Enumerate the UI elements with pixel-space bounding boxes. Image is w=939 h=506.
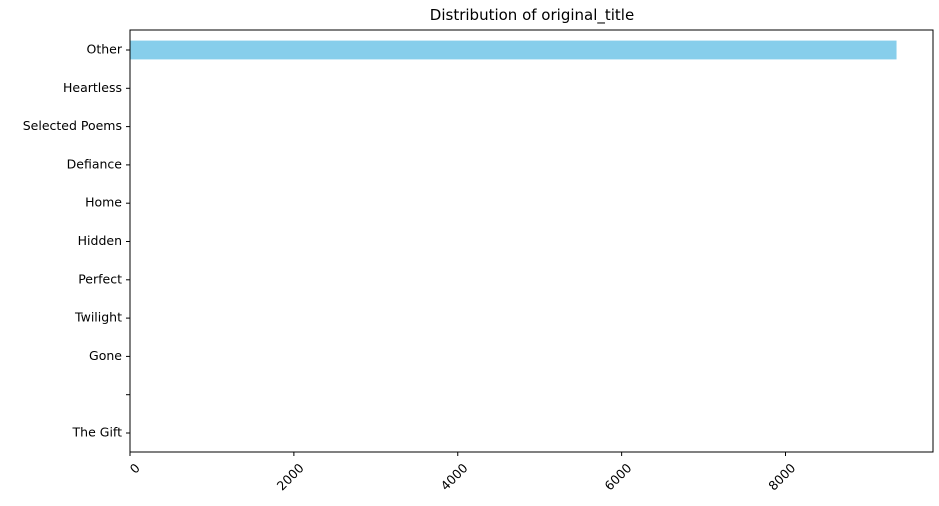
y-tick-label: Twilight	[74, 310, 122, 325]
x-axis-ticks: 0 2000 4000 6000 8000	[127, 452, 798, 493]
y-tick-label: Home	[85, 195, 122, 210]
x-tick-label: 4000	[438, 460, 471, 493]
bar-other-0	[130, 40, 897, 60]
y-tick-label: Other	[87, 42, 123, 57]
y-tick-label: Hidden	[78, 233, 122, 248]
x-tick-label: 8000	[765, 460, 798, 493]
y-tick-label: Perfect	[78, 271, 122, 286]
y-tick-label: Heartless	[63, 80, 122, 95]
y-tick-label: The Gift	[72, 425, 123, 440]
chart-title: Distribution of original_title	[430, 6, 634, 25]
y-tick-label: Gone	[89, 348, 122, 363]
bars-group	[130, 40, 897, 443]
y-tick-label: Selected Poems	[23, 118, 122, 133]
plot-frame	[129, 29, 934, 453]
y-axis-ticks: Other Heartless Selected Poems Defiance Home…	[23, 42, 130, 440]
x-tick-label: 0	[127, 460, 143, 476]
y-tick-label: Defiance	[67, 156, 123, 171]
x-tick-label: 2000	[274, 460, 307, 493]
x-tick-label: 6000	[601, 460, 634, 493]
